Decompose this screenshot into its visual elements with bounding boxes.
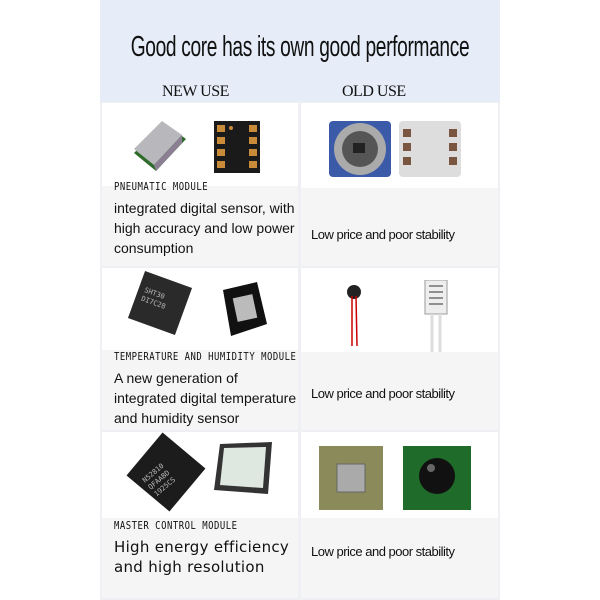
column-header-old: OLD USE [342,83,406,100]
module-label: PNEUMATIC MODULE [114,181,209,193]
cob-board-image [403,446,471,510]
module-description: integrated digital sensor, with high acc… [114,200,295,256]
new-cell-master-control: N52810 QFAABD 1925CS MASTER CONTROL MODU… [102,432,298,598]
comparison-panel: Good core has its own good performance N… [100,0,500,600]
sht30-sensor-image: SHT30 DI7C28 [127,270,193,336]
old-cell-pneumatic: Low price and poor stability [301,103,498,266]
old-description: Low price and poor stability [311,227,455,242]
old-description: Low price and poor stability [311,544,455,559]
bare-die-chip-image [319,446,383,510]
thermistor-image [347,285,361,347]
column-header-new: NEW USE [162,83,229,100]
pneumatic-sensor-image [134,121,186,171]
module-label: MASTER CONTROL MODULE [114,520,238,532]
pneumatic-chip-image [214,121,260,173]
old-pneumatic-sensor-image [329,121,391,177]
module-description: A new generation of integrated digital t… [114,370,297,426]
module-description: High energy efficiency and high resoluti… [114,538,290,576]
new-cell-temperature-humidity: SHT30 DI7C28 TEMPERATURE AND HUMIDITY MO… [102,268,298,430]
new-cell-pneumatic: PNEUMATIC MODULE integrated digital sens… [102,103,298,266]
qfn-chip-image [214,442,272,494]
old-cell-temperature-humidity: Low price and poor stability [301,268,498,430]
humidity-chip-image [223,282,267,336]
module-label: TEMPERATURE AND HUMIDITY MODULE [114,351,297,363]
page-title: Good core has its own good performance [130,31,470,63]
old-pneumatic-chip-image [399,121,461,177]
humidity-resistor-image [424,280,448,352]
old-description: Low price and poor stability [311,386,455,401]
header: Good core has its own good performance N… [100,0,500,102]
n52810-chip-image: N52810 QFAABD 1925CS [126,432,206,512]
old-cell-master-control: Low price and poor stability [301,432,498,598]
